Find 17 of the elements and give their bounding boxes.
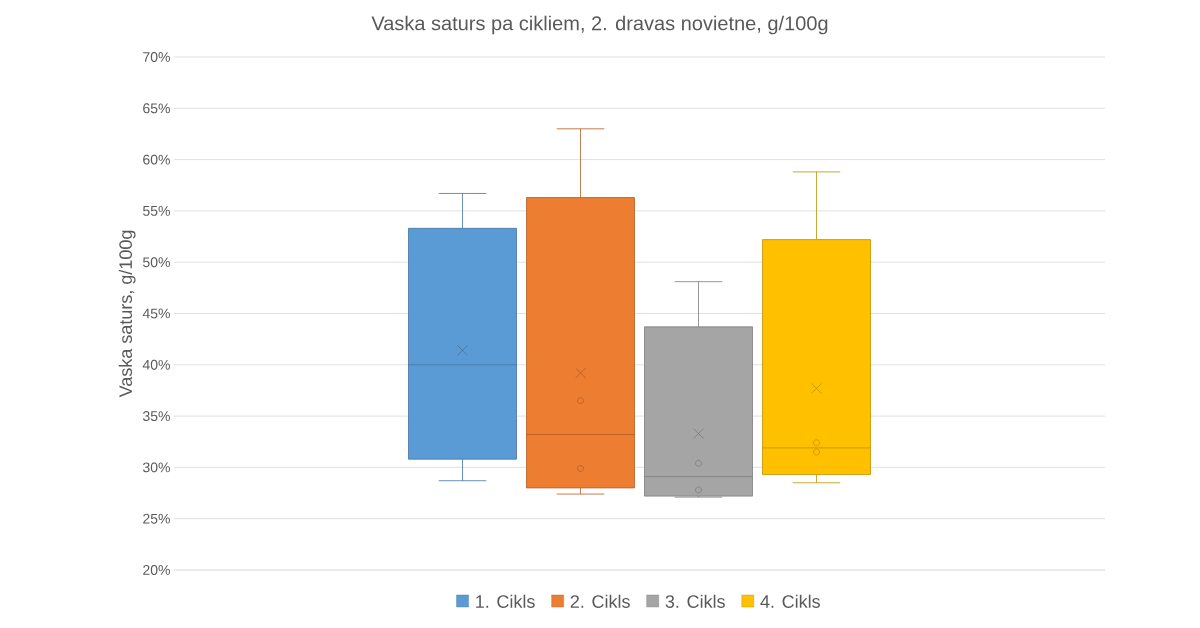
legend-label: 4. Cikls: [760, 594, 820, 608]
y-tick-label: 50%: [143, 257, 170, 268]
chart-title: Vaska saturs pa cikliem, 2. dravas novietne, g/100g: [371, 15, 828, 35]
y-tick-label: 45%: [142, 308, 170, 319]
y-tick-label: 30%: [142, 462, 170, 473]
legend-label: 2. Cikls: [570, 594, 630, 608]
y-axis-title: Vaska saturs, g/100g: [118, 230, 136, 398]
legend-label: 1. Cikls: [476, 594, 535, 608]
y-tick-label: 55%: [143, 205, 170, 216]
y-tick-label: 20%: [143, 565, 170, 575]
y-tick-label: 70%: [143, 52, 170, 62]
legend-label: 3. Cikls: [665, 594, 725, 608]
y-tick-label: 35%: [142, 411, 170, 422]
y-tick-label: 40%: [142, 359, 170, 370]
y-tick-label: 65%: [143, 103, 170, 114]
y-tick-label: 25%: [143, 513, 170, 524]
y-tick-label: 60%: [143, 154, 170, 165]
